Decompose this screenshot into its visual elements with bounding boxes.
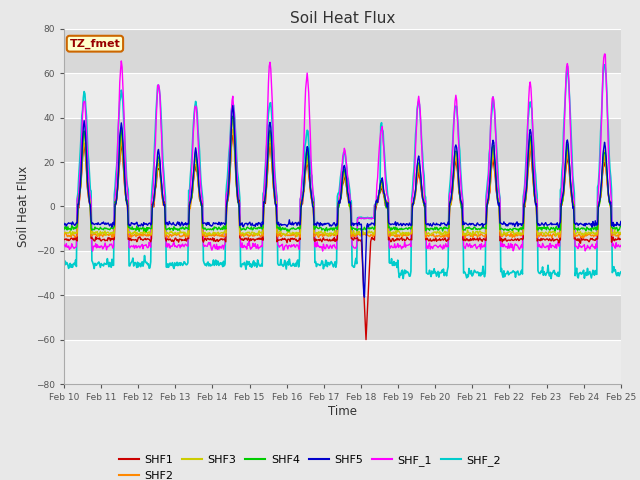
SHF2 <box>60 234 68 240</box>
SHF1 <box>60 236 68 242</box>
Y-axis label: Soil Heat Flux: Soil Heat Flux <box>17 166 31 247</box>
SHF5 <box>184 221 192 227</box>
Bar <box>64 206 621 251</box>
Bar <box>64 118 621 162</box>
SHF_2 <box>184 260 192 265</box>
SHF4 <box>185 227 193 232</box>
SHF5 <box>229 103 237 108</box>
SHF3 <box>70 229 78 235</box>
SHF_2 <box>60 262 68 267</box>
SHF2 <box>127 234 135 240</box>
SHF_1 <box>60 242 68 248</box>
SHF_1 <box>184 243 192 249</box>
SHF4 <box>142 229 150 235</box>
SHF_2 <box>410 166 418 172</box>
SHF2 <box>411 194 419 200</box>
SHF_2 <box>547 276 555 281</box>
SHF5 <box>412 187 419 192</box>
SHF1 <box>184 235 192 241</box>
SHF1 <box>412 188 419 193</box>
SHF4 <box>229 113 237 119</box>
SHF4 <box>617 223 625 229</box>
SHF3 <box>184 228 192 234</box>
SHF1 <box>70 235 78 241</box>
SHF_2 <box>214 258 221 264</box>
Bar <box>64 29 621 73</box>
SHF4 <box>70 225 78 231</box>
Line: SHF_2: SHF_2 <box>64 65 621 278</box>
SHF5 <box>360 294 368 300</box>
SHF5 <box>214 221 221 227</box>
SHF_2 <box>426 271 434 277</box>
SHF_1 <box>411 166 419 171</box>
SHF3 <box>229 118 237 123</box>
SHF_1 <box>127 243 135 249</box>
SHF_1 <box>617 242 625 248</box>
SHF3 <box>60 230 68 236</box>
SHF3 <box>127 230 135 236</box>
SHF2 <box>70 232 78 238</box>
SHF3 <box>617 231 625 237</box>
SHF5 <box>70 222 78 228</box>
SHF5 <box>60 220 68 226</box>
SHF2 <box>228 126 236 132</box>
SHF3 <box>293 233 301 239</box>
SHF1 <box>127 238 135 243</box>
SHF_1 <box>601 51 609 57</box>
Line: SHF2: SHF2 <box>64 129 621 239</box>
Line: SHF_1: SHF_1 <box>64 54 621 251</box>
Line: SHF5: SHF5 <box>64 106 621 297</box>
SHF1 <box>428 238 436 244</box>
SHF4 <box>60 225 68 230</box>
Bar <box>64 73 621 118</box>
SHF_1 <box>428 243 435 249</box>
Legend: SHF1, SHF2, SHF3, SHF4, SHF5, SHF_1, SHF_2: SHF1, SHF2, SHF3, SHF4, SHF5, SHF_1, SHF… <box>114 451 506 480</box>
SHF1 <box>214 237 221 242</box>
SHF_2 <box>127 259 135 265</box>
Line: SHF4: SHF4 <box>64 116 621 232</box>
Text: TZ_fmet: TZ_fmet <box>70 38 120 49</box>
SHF_2 <box>601 62 609 68</box>
SHF_1 <box>214 247 221 252</box>
SHF2 <box>214 233 221 239</box>
SHF1 <box>229 132 237 138</box>
SHF4 <box>214 226 222 232</box>
SHF4 <box>428 226 436 232</box>
SHF2 <box>428 232 435 238</box>
Bar <box>64 162 621 206</box>
SHF_1 <box>70 246 78 252</box>
SHF2 <box>617 230 625 236</box>
SHF4 <box>412 188 419 194</box>
SHF5 <box>617 218 625 224</box>
SHF4 <box>127 227 135 232</box>
SHF1 <box>617 236 625 242</box>
Bar <box>64 340 621 384</box>
SHF1 <box>362 337 370 343</box>
Title: Soil Heat Flux: Soil Heat Flux <box>290 11 395 26</box>
SHF_2 <box>70 261 78 266</box>
Bar <box>64 251 621 295</box>
SHF_2 <box>617 269 625 275</box>
SHF2 <box>184 234 192 240</box>
SHF5 <box>127 220 135 226</box>
SHF3 <box>428 230 436 236</box>
SHF5 <box>428 223 436 229</box>
SHF2 <box>461 236 469 241</box>
X-axis label: Time: Time <box>328 405 357 418</box>
SHF3 <box>412 187 419 192</box>
Line: SHF3: SHF3 <box>64 120 621 236</box>
Line: SHF1: SHF1 <box>64 135 621 340</box>
SHF_1 <box>319 248 326 254</box>
Bar <box>64 295 621 340</box>
SHF3 <box>214 230 221 236</box>
